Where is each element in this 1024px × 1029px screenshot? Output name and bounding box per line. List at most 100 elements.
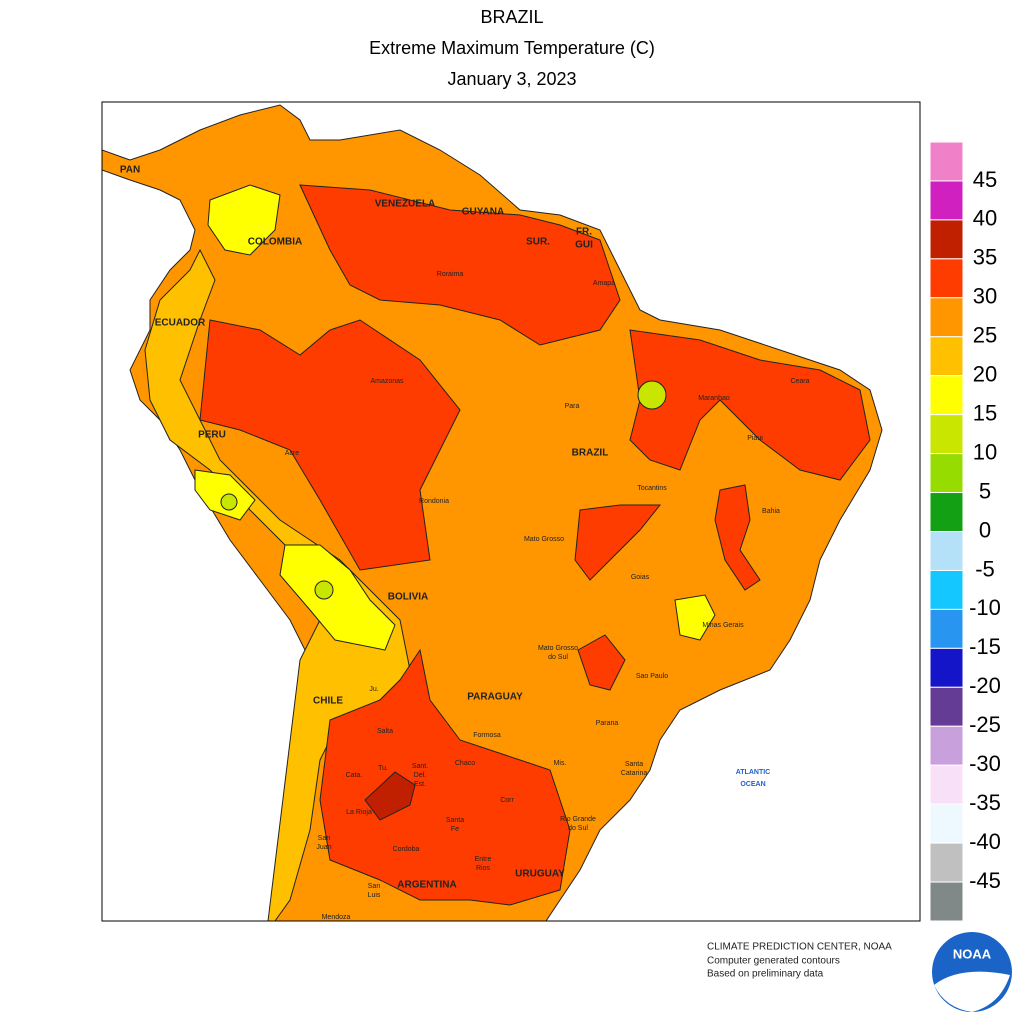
legend-swatch [929, 297, 964, 338]
ocean-label: OCEAN [740, 781, 765, 788]
legend-label: -35 [969, 790, 1001, 815]
legend-label: 35 [973, 245, 997, 270]
country-title: BRAZIL [480, 7, 543, 27]
cool-spot [637, 380, 667, 410]
state-label: Minas Gerais [702, 622, 744, 629]
map-frame [101, 101, 921, 922]
state-label: Parana [596, 720, 619, 727]
hot-area [714, 484, 761, 591]
country-label: VENEZUELA [375, 199, 436, 210]
ocean-label: ATLANTIC [736, 769, 770, 776]
state-label: Acre [285, 450, 300, 457]
legend-swatch [929, 569, 964, 610]
country-label: COLOMBIA [248, 237, 302, 248]
legend-label: -5 [975, 556, 995, 581]
map-title: Extreme Maximum Temperature (C) [369, 38, 655, 58]
legend-swatch [929, 686, 964, 727]
footer-line: Computer generated contours [707, 956, 840, 967]
country-label: CHILE [313, 696, 343, 707]
state-label: San [318, 835, 331, 842]
legend-label: -30 [969, 751, 1001, 776]
land [102, 104, 883, 921]
state-label: Del. [414, 772, 427, 779]
state-label: Maranhao [698, 395, 730, 402]
legend-label: 45 [973, 167, 997, 192]
state-label: Goias [631, 574, 650, 581]
country-label: ARGENTINA [397, 880, 456, 891]
legend-label: -20 [969, 673, 1001, 698]
state-label: Santa [446, 817, 464, 824]
state-label: do Sul [548, 654, 568, 661]
legend-label: 10 [973, 439, 997, 464]
state-label: Sant. [412, 763, 428, 770]
state-label: Sao Paulo [636, 673, 668, 680]
state-label: Mis. [554, 760, 567, 767]
state-label: Rondonia [419, 498, 449, 505]
legend-label: 30 [973, 284, 997, 309]
legend-label: 20 [973, 362, 997, 387]
state-label: Luis [368, 892, 381, 899]
state-label: Roraima [437, 271, 464, 278]
legend-swatch [929, 258, 964, 299]
country-label: ECUADOR [155, 318, 206, 329]
legend-swatch [929, 336, 964, 377]
cool-area [674, 594, 716, 641]
legend-swatch [929, 881, 964, 922]
labels: PAN VENEZUELA GUYANA SUR. FR. GUI COLOMBIA ECUA… [120, 165, 810, 921]
map-date: January 3, 2023 [447, 69, 576, 89]
state-label: Ceara [790, 378, 809, 385]
hot-area [574, 504, 662, 581]
state-label: Cordoba [393, 846, 420, 853]
legend-label: 40 [973, 206, 997, 231]
state-label: Rio Grande [560, 816, 596, 823]
state-label: Mato Grosso [524, 536, 564, 543]
legend-label: 0 [979, 517, 991, 542]
legend-label: 25 [973, 323, 997, 348]
legend-swatch [929, 764, 964, 805]
country-label: BRAZIL [572, 448, 609, 459]
legend-swatch [929, 141, 964, 182]
footer: CLIMATE PREDICTION CENTER, NOAA Computer… [707, 932, 1012, 1012]
state-label: Ju. [369, 686, 378, 693]
state-label: Chaco [455, 760, 475, 767]
state-label: Piaui [747, 435, 763, 442]
state-label: Cata. [346, 772, 363, 779]
state-label: Amapa [593, 280, 615, 287]
legend-label: -45 [969, 868, 1001, 893]
state-label: Mendoza [322, 914, 351, 921]
legend-swatch [929, 531, 964, 571]
legend-label: -15 [969, 634, 1001, 659]
state-label: Entre [475, 856, 492, 863]
legend-swatch [929, 647, 964, 688]
footer-line: Based on preliminary data [707, 969, 824, 980]
state-label: Amazonas [370, 378, 404, 385]
state-label: San [368, 883, 381, 890]
country-label: FR. [576, 227, 592, 238]
state-label: Fe [451, 826, 459, 833]
country-label: BOLIVIA [388, 592, 429, 603]
legend-swatch [929, 492, 964, 532]
state-label: La Rioja [346, 809, 372, 816]
map-area [102, 104, 883, 921]
state-label: Est. [414, 781, 426, 788]
legend: 45 40 35 30 25 20 15 10 5 0 -5 -10 -15 -20 -25 -30 -35 -4… [929, 141, 1001, 922]
state-label: Mato Grosso [538, 645, 578, 652]
cool-area [279, 544, 396, 651]
legend-swatch [929, 180, 964, 221]
legend-swatch [929, 375, 964, 416]
hot-area [199, 319, 461, 571]
state-label: Corr [500, 797, 514, 804]
state-label: Salta [377, 728, 393, 735]
hot-area [577, 634, 626, 691]
state-label: Bahia [762, 508, 780, 515]
legend-label: -40 [969, 829, 1001, 854]
noaa-wave [934, 971, 1010, 1012]
country-label: URUGUAY [515, 869, 565, 880]
state-label: do Sul [568, 825, 588, 832]
legend-swatch [929, 725, 964, 766]
hottest-area [364, 771, 416, 821]
country-label: PARAGUAY [467, 692, 523, 703]
state-label: Tu. [378, 765, 388, 772]
cool-spot [220, 493, 238, 511]
